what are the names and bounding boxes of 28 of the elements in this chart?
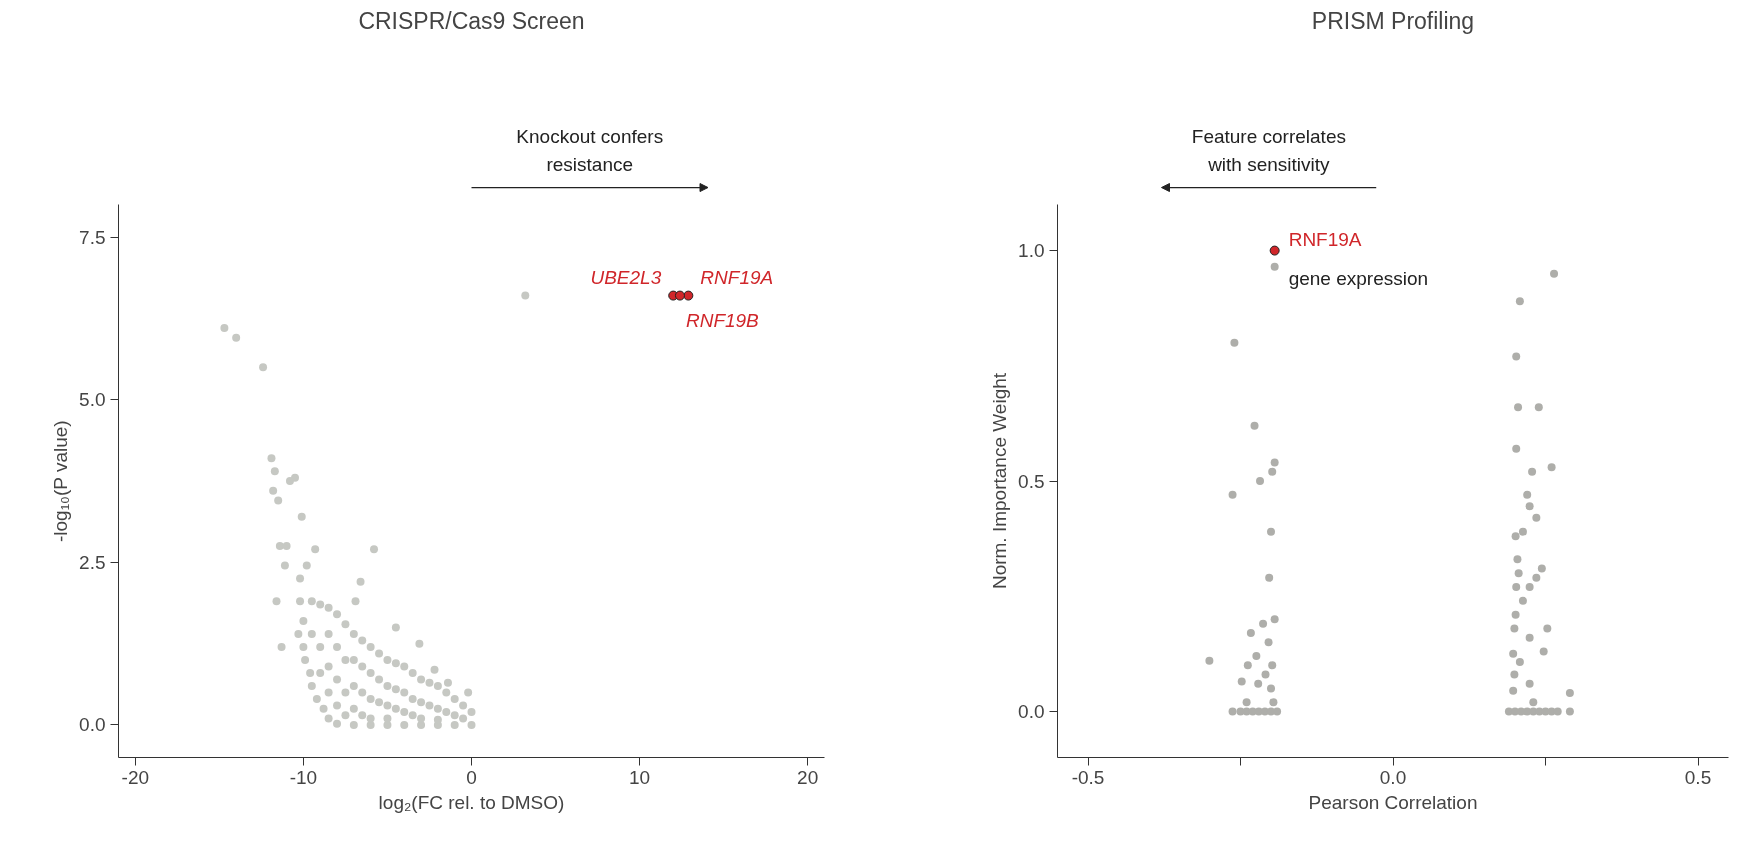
x-axis-title: log₂(FC rel. to DMSO) bbox=[378, 791, 565, 813]
x-tick-label: 0.5 bbox=[1684, 766, 1712, 788]
y-tick-label: 0.5 bbox=[1018, 470, 1045, 492]
y-tick-label: 0.0 bbox=[1018, 700, 1045, 722]
y-axis-title: Norm. Importance Weight bbox=[989, 372, 1011, 590]
y-tick-label: 1.0 bbox=[1018, 240, 1045, 262]
x-tick-label: -0.5 bbox=[1071, 766, 1105, 788]
x-tick-label: -10 bbox=[289, 766, 318, 788]
annotation: RNF19A bbox=[700, 266, 774, 288]
annotation: gene expression bbox=[1288, 267, 1429, 289]
y-tick-label: 5.0 bbox=[79, 389, 106, 411]
x-axis-title: Pearson Correlation bbox=[1308, 791, 1478, 813]
text: Knockout confers resistance bbox=[516, 126, 664, 175]
chart-title: PRISM Profiling bbox=[1311, 7, 1475, 34]
y-tick-label: 2.5 bbox=[79, 551, 106, 573]
annotation: RNF19A bbox=[1288, 228, 1362, 250]
x-tick-label: 0 bbox=[466, 766, 477, 788]
y-tick-label: 0.0 bbox=[79, 714, 106, 736]
x-tick-label: 0.0 bbox=[1379, 766, 1407, 788]
annotation: UBE2L3 bbox=[590, 266, 662, 288]
x-tick-label: 20 bbox=[797, 766, 819, 788]
x-tick-label: 10 bbox=[629, 766, 651, 788]
x-tick-label: -20 bbox=[121, 766, 150, 788]
annotation: RNF19B bbox=[685, 309, 760, 331]
y-tick-label: 7.5 bbox=[79, 226, 106, 248]
chart-title: CRISPR/Cas9 Screen bbox=[358, 7, 585, 34]
y-axis-title: -log₁₀(P value) bbox=[50, 420, 72, 542]
text: Feature correlates with sensitivity bbox=[1191, 126, 1346, 175]
